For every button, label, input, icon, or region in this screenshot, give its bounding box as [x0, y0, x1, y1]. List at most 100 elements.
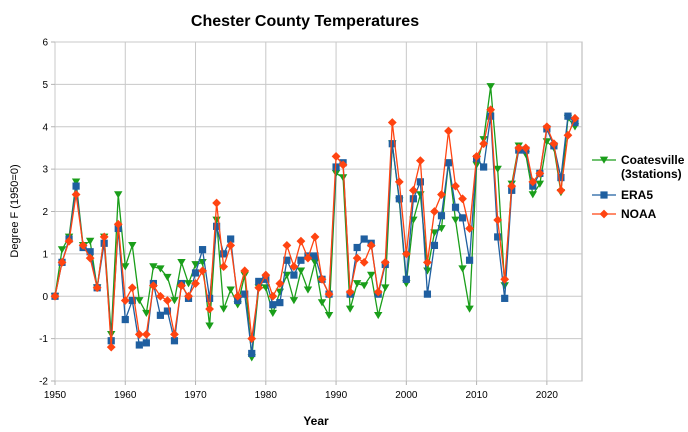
data-point [282, 241, 292, 250]
data-point [367, 271, 376, 279]
data-point [359, 282, 369, 290]
data-point [352, 280, 362, 288]
data-point [128, 296, 136, 305]
data-point [324, 311, 334, 320]
data-point [71, 190, 81, 199]
data-point [156, 311, 164, 319]
data-point [458, 265, 467, 273]
data-point [163, 307, 172, 315]
data-point [170, 337, 179, 345]
data-point [345, 287, 355, 297]
data-point [220, 250, 228, 258]
data-point [135, 341, 143, 349]
data-point [297, 256, 305, 264]
legend-item: NOAA [592, 207, 657, 221]
data-point [184, 291, 193, 301]
data-point [451, 181, 460, 191]
data-point [254, 283, 264, 293]
data-point [275, 279, 285, 288]
data-point [247, 334, 257, 344]
data-point [177, 281, 186, 291]
data-point [494, 233, 502, 241]
data-point [268, 291, 278, 301]
data-point [156, 265, 165, 273]
data-point [276, 299, 284, 307]
x-tick-label: 1950 [44, 390, 67, 401]
data-point [226, 241, 236, 250]
data-point [528, 177, 538, 187]
y-tick-label: 1 [42, 249, 48, 260]
data-point [219, 262, 229, 271]
data-point [213, 222, 221, 230]
y-tick-label: 5 [42, 80, 48, 91]
data-point [415, 156, 425, 166]
x-tick-label: 1970 [184, 390, 207, 401]
data-point [500, 274, 510, 284]
data-point [345, 305, 355, 313]
data-point [261, 270, 271, 280]
data-point [535, 180, 545, 188]
x-tick-label: 2000 [395, 390, 418, 401]
data-point [142, 309, 151, 317]
data-point [135, 297, 144, 305]
data-point [227, 235, 235, 243]
data-point [387, 118, 397, 127]
data-point [78, 241, 88, 250]
chart-title: Chester County Temperatures [191, 13, 419, 30]
data-point [106, 342, 116, 352]
data-point [233, 291, 243, 301]
data-point [380, 257, 390, 267]
data-point [127, 283, 137, 293]
data-point [465, 224, 474, 233]
data-point [241, 290, 249, 298]
data-point [401, 249, 411, 259]
data-point [402, 275, 410, 283]
y-tick-label: 6 [42, 38, 48, 49]
data-point [564, 112, 572, 120]
gridlines [54, 41, 583, 382]
axes [51, 41, 548, 385]
legend-swatch-marker [600, 191, 608, 199]
data-point [437, 190, 446, 199]
series-noaa [50, 105, 580, 352]
data-point [528, 191, 538, 199]
y-tick-label: 4 [42, 122, 48, 133]
tick-labels: -2 -1 0 1 2 3 4 5 6 1950 1960 1970 1980 1990 2000 2010 2… [39, 38, 558, 402]
data-point [493, 215, 503, 225]
data-point [408, 185, 418, 195]
y-tick-label: 3 [42, 165, 48, 176]
data-point [480, 163, 488, 171]
data-point [514, 143, 524, 153]
data-point [310, 232, 320, 242]
data-point [507, 181, 517, 191]
data-point [99, 232, 109, 242]
data-point [226, 286, 235, 294]
data-point [570, 113, 580, 123]
data-point [269, 301, 277, 309]
data-point [430, 241, 439, 249]
data-point [212, 198, 222, 208]
data-point [170, 329, 179, 339]
data-point [120, 296, 130, 305]
x-tick-label: 1960 [114, 390, 137, 401]
data-point [303, 253, 313, 263]
data-point [423, 257, 432, 267]
data-point [479, 139, 489, 149]
data-point [557, 174, 565, 182]
data-point [360, 235, 368, 243]
data-point [114, 191, 123, 199]
data-point [458, 214, 467, 222]
data-point [317, 299, 327, 307]
data-point [430, 207, 439, 216]
data-point [184, 280, 193, 288]
x-tick-label: 2010 [465, 390, 488, 401]
data-point [311, 252, 319, 260]
data-point [303, 286, 313, 294]
data-point [289, 297, 299, 305]
data-point [289, 262, 299, 271]
data-point [338, 160, 348, 170]
data-point [57, 246, 67, 254]
data-point [458, 194, 467, 204]
data-point [296, 236, 306, 246]
